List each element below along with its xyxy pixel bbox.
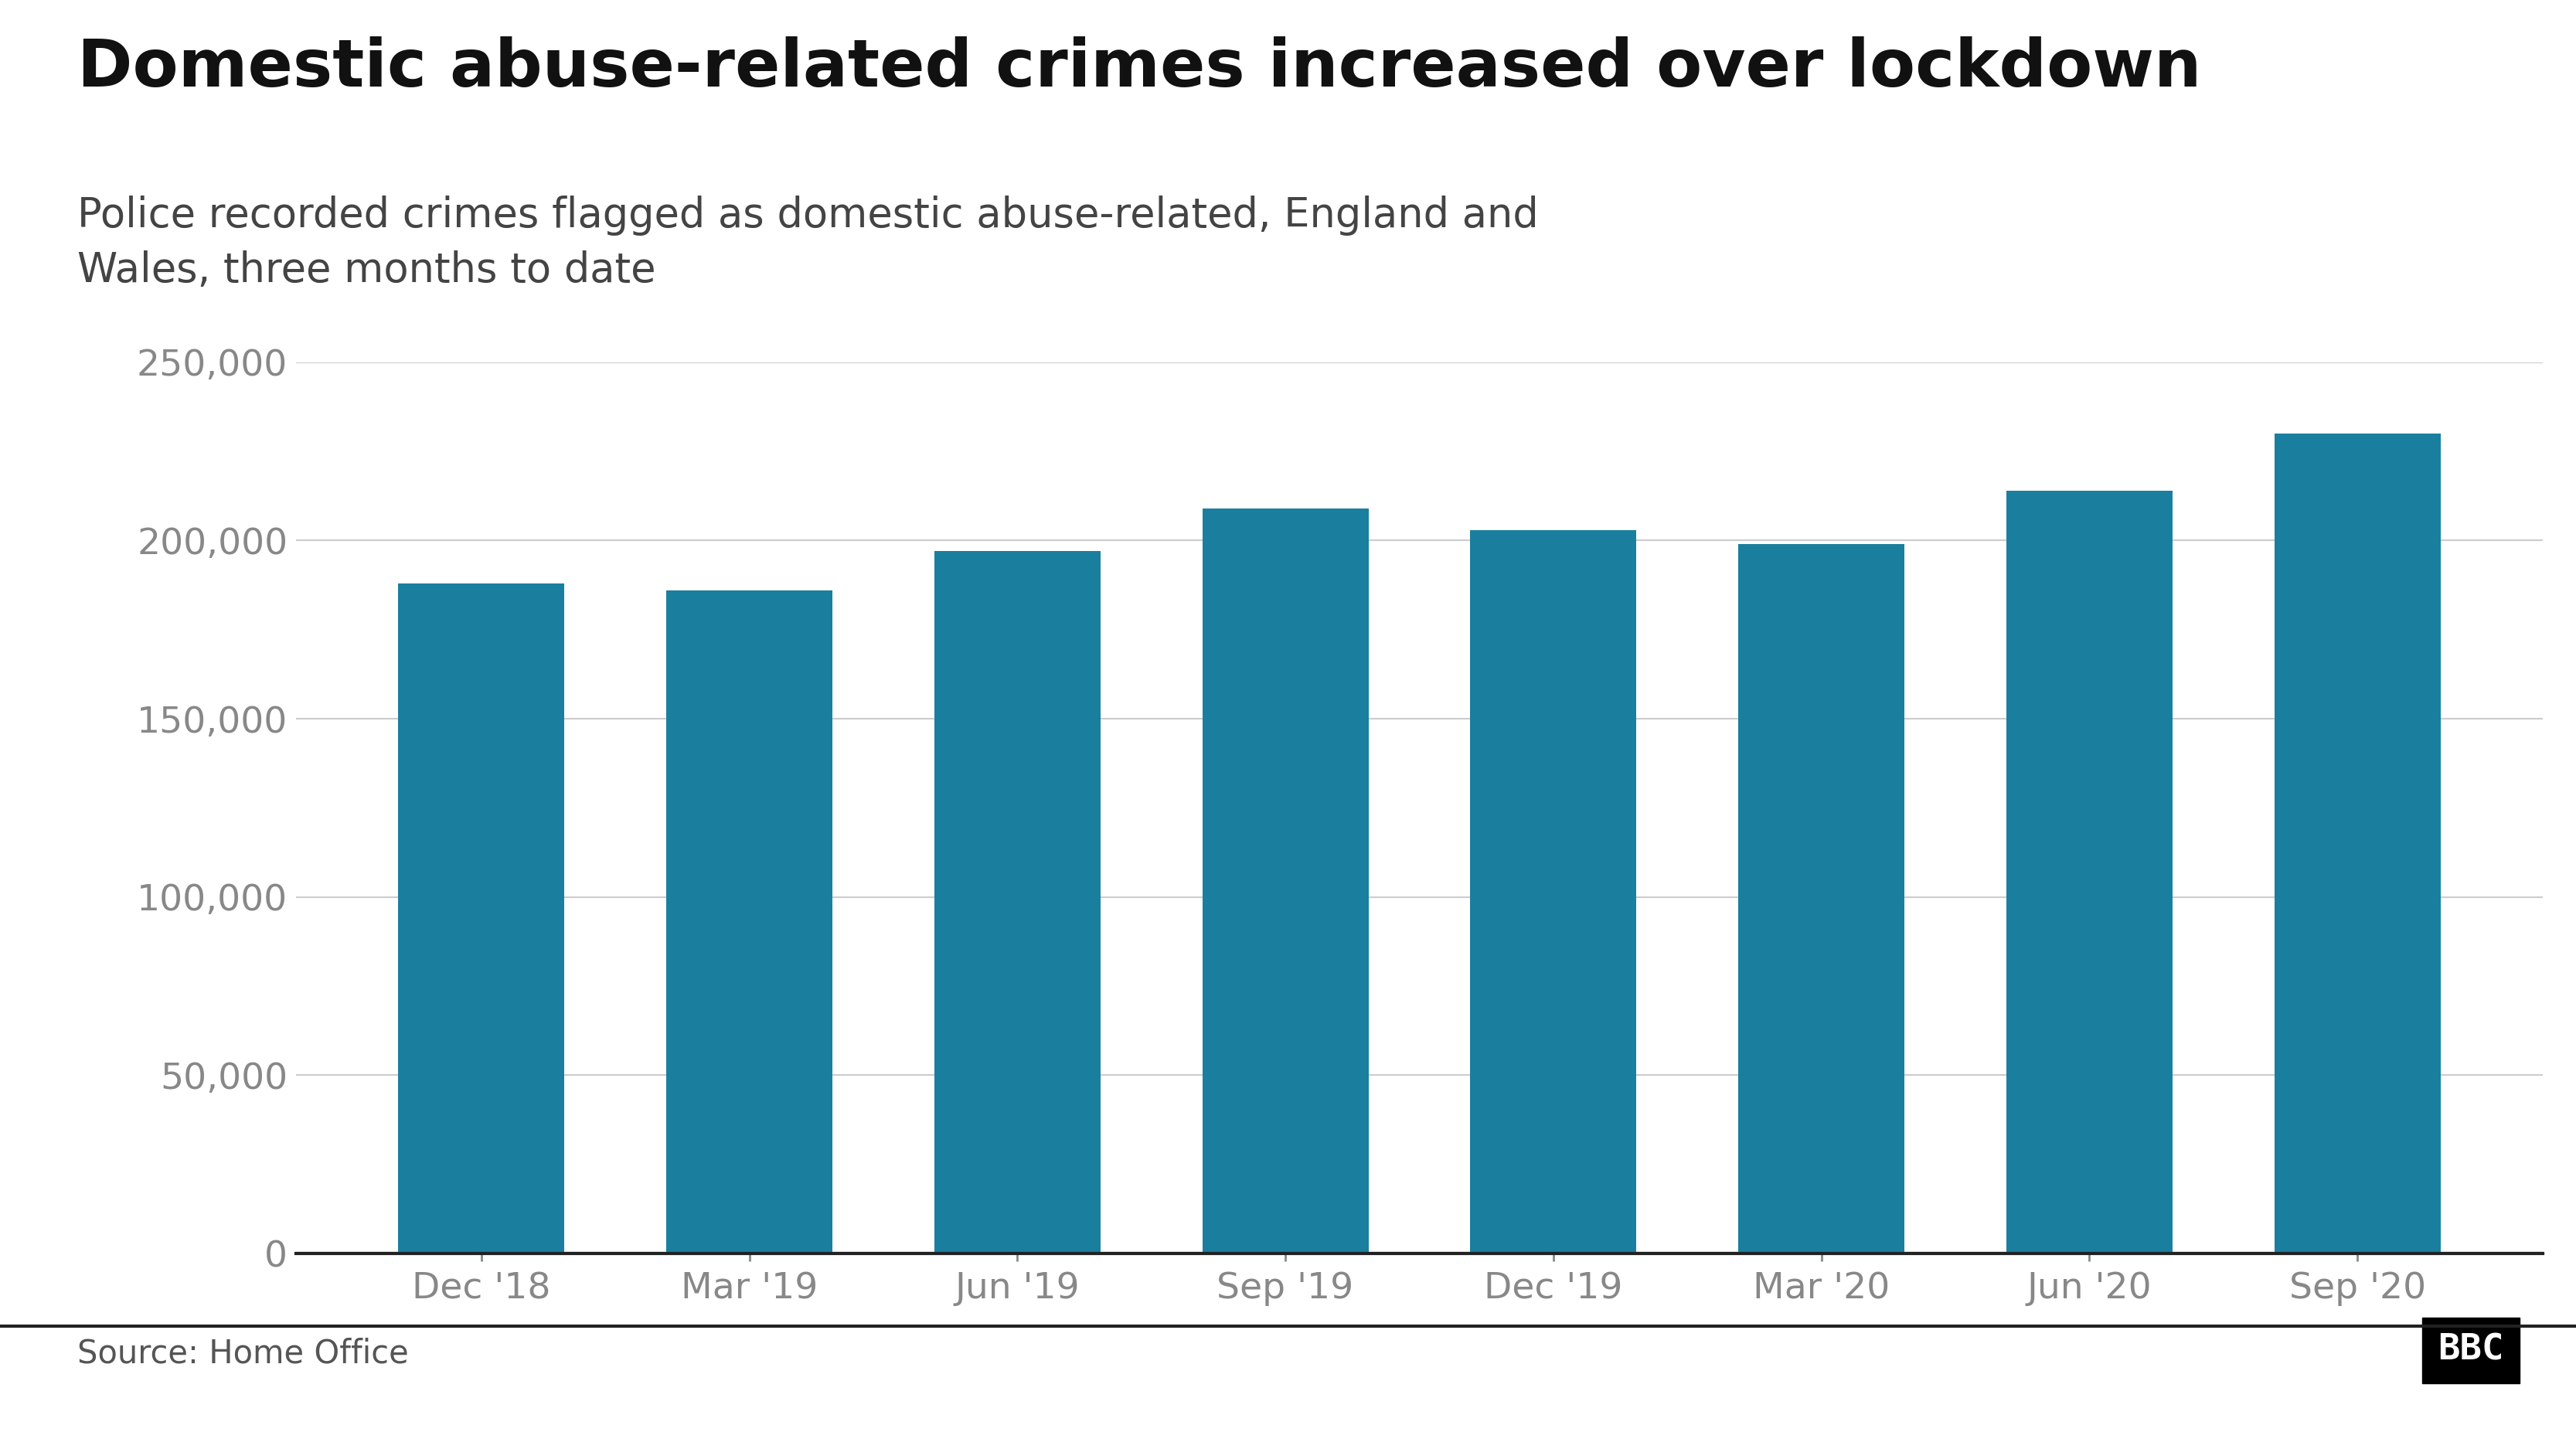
Bar [935, 551, 1100, 1253]
Text: BBC: BBC [2437, 1333, 2504, 1368]
Bar [399, 584, 564, 1253]
Bar [1739, 543, 1904, 1253]
Bar [2007, 491, 2172, 1253]
Text: Source: Home Office: Source: Home Office [77, 1337, 410, 1369]
Text: Police recorded crimes flagged as domestic abuse-related, England and
Wales, thr: Police recorded crimes flagged as domest… [77, 196, 1538, 290]
Text: Domestic abuse-related crimes increased over lockdown: Domestic abuse-related crimes increased … [77, 36, 2202, 100]
Bar [1203, 509, 1368, 1253]
Bar [667, 590, 832, 1253]
Bar [2275, 433, 2439, 1253]
Bar [1471, 530, 1636, 1253]
